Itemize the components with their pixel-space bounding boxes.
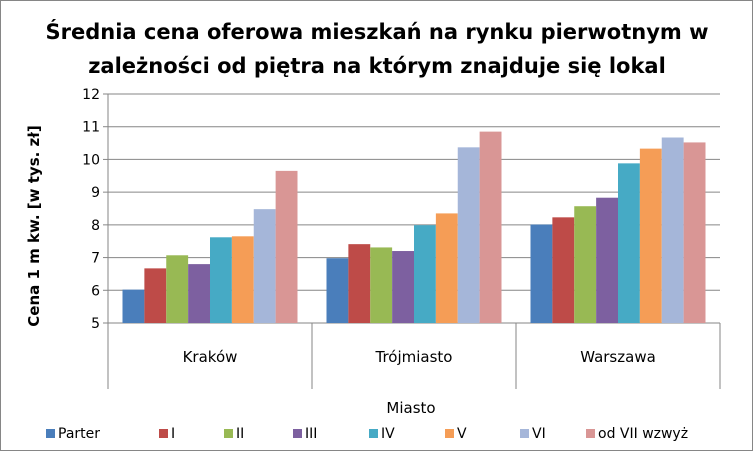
- bar-4-0: [210, 237, 232, 323]
- legend-swatch: [224, 429, 233, 438]
- bar-6-0: [253, 209, 276, 323]
- bar-3-2: [596, 197, 618, 323]
- bar-1-1: [348, 244, 371, 323]
- bar-6-2: [661, 137, 684, 323]
- x-category-label: Kraków: [183, 348, 238, 366]
- legend-label: II: [236, 426, 244, 442]
- y-tick-label: 5: [91, 316, 100, 332]
- y-axis-label: Cena 1 m kw. [w tys. zł]: [25, 125, 43, 326]
- chart-title-line-1: Średnia cena oferowa mieszkań na rynku p…: [45, 19, 708, 44]
- y-tick-label: 7: [91, 251, 100, 267]
- legend-label: V: [457, 426, 467, 442]
- legend-label: III: [305, 426, 317, 442]
- bar-1-0: [144, 268, 167, 323]
- legend-swatch: [293, 429, 302, 438]
- y-tick-label: 6: [91, 283, 100, 299]
- x-category-label: Warszawa: [580, 348, 656, 366]
- bar-7-2: [683, 142, 706, 323]
- bar-2-2: [574, 206, 597, 323]
- bar-2-0: [166, 255, 189, 323]
- y-tick-label: 11: [82, 120, 100, 136]
- legend-label: IV: [381, 426, 395, 442]
- legend-swatch: [586, 429, 595, 438]
- bar-3-0: [188, 264, 210, 323]
- y-tick-label: 10: [82, 152, 100, 168]
- bar-0-2: [530, 224, 553, 323]
- bar-4-2: [618, 163, 640, 323]
- legend-swatch: [369, 429, 378, 438]
- x-axis-label: Miasto: [386, 399, 435, 417]
- legend-label: VI: [532, 426, 546, 442]
- bar-0-1: [326, 258, 349, 323]
- y-tick-labels: 5 6 7 8 9 10 11 12: [82, 87, 100, 332]
- y-tick-label: 8: [91, 218, 100, 234]
- y-tick-label: 9: [91, 185, 100, 201]
- legend-swatch: [445, 429, 454, 438]
- chart-title-line-2: zależności od piętra na którym znajduje …: [88, 54, 666, 78]
- x-category-label: Trójmiasto: [375, 348, 453, 366]
- bar-0-0: [122, 289, 145, 323]
- legend: Parter I II III IV V VI od VII wzwyż: [46, 426, 688, 442]
- bars: [122, 131, 706, 323]
- bar-5-2: [639, 148, 662, 323]
- bar-4-1: [414, 225, 436, 323]
- legend-label: I: [171, 426, 175, 442]
- bar-7-1: [479, 131, 502, 323]
- bar-1-2: [552, 217, 575, 323]
- bar-2-1: [370, 247, 393, 323]
- legend-label: Parter: [58, 426, 100, 442]
- bar-5-1: [435, 213, 458, 323]
- legend-swatch: [159, 429, 168, 438]
- legend-swatch: [46, 429, 55, 438]
- bar-5-0: [231, 236, 254, 323]
- legend-swatch: [520, 429, 529, 438]
- x-category-labels: Kraków Trójmiasto Warszawa: [183, 348, 656, 366]
- bar-6-1: [457, 147, 480, 323]
- bar-7-0: [275, 170, 298, 323]
- y-tick-label: 12: [82, 87, 100, 103]
- bar-3-1: [392, 251, 414, 323]
- legend-label: od VII wzwyż: [598, 426, 688, 442]
- chart-title: Średnia cena oferowa mieszkań na rynku p…: [45, 19, 708, 78]
